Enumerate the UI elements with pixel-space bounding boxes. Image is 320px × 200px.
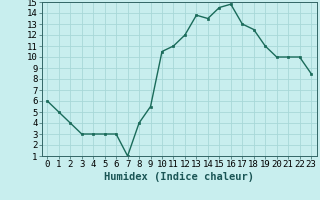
- X-axis label: Humidex (Indice chaleur): Humidex (Indice chaleur): [104, 172, 254, 182]
